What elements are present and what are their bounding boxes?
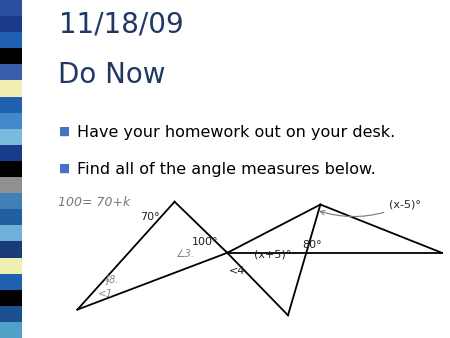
Text: Have your homework out on your desk.: Have your homework out on your desk. — [77, 125, 396, 140]
Text: ∲8.: ∲8. — [104, 275, 119, 285]
Text: 100°: 100° — [192, 237, 218, 247]
Text: Find all of the angle measures below.: Find all of the angle measures below. — [77, 162, 376, 177]
Text: Do Now: Do Now — [58, 61, 166, 89]
Text: 70°: 70° — [140, 212, 160, 222]
Text: 100= 70+k: 100= 70+k — [58, 196, 131, 209]
Text: <4: <4 — [229, 266, 246, 276]
Text: <1: <1 — [98, 289, 113, 299]
Text: 80°: 80° — [302, 240, 322, 250]
Text: ∠3.: ∠3. — [175, 249, 194, 259]
Text: 11/18/09: 11/18/09 — [58, 10, 183, 38]
Text: (x+5)°: (x+5)° — [254, 249, 291, 259]
Text: ■: ■ — [58, 125, 70, 138]
Text: (x-5)°: (x-5)° — [320, 199, 421, 217]
Text: ■: ■ — [58, 162, 70, 175]
